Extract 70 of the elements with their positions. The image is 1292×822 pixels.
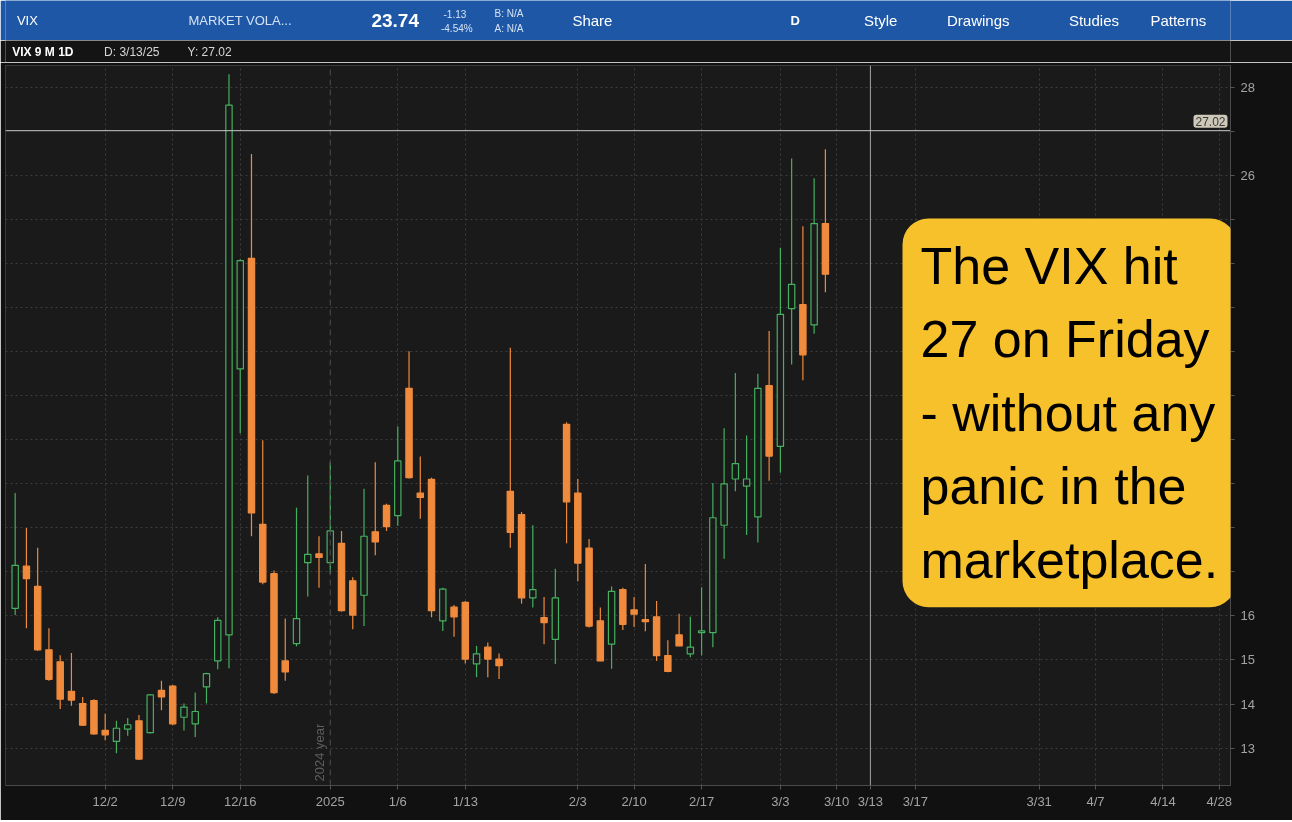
candlestick — [675, 613, 683, 647]
candlestick — [22, 527, 31, 629]
x-tick-label: 12/9 — [160, 793, 186, 809]
x-tick-label: 3/13 — [857, 793, 884, 809]
text: MARKET VOLA... — [188, 13, 292, 28]
candlestick — [315, 535, 323, 589]
x-tick-label: 1/6 — [388, 793, 407, 809]
candlestick — [742, 434, 751, 536]
candlestick — [78, 696, 87, 727]
candlestick — [157, 680, 166, 711]
annotation: The VIX hit 27 on Friday - without any panic in the marketplace. — [920, 236, 1219, 590]
x-tick-label: 4/28 — [1206, 793, 1232, 809]
text: 23.74 — [371, 10, 420, 31]
candlestick — [382, 503, 391, 532]
candlestick — [67, 652, 76, 707]
candlestick — [697, 586, 706, 657]
x-tick-label: 1/13 — [452, 793, 478, 809]
y-tick-label: 14 — [1240, 696, 1255, 712]
candlestick — [664, 639, 672, 673]
text: -4.54% — [440, 23, 473, 34]
text: B: N/A — [494, 8, 524, 19]
text: -1.13 — [443, 8, 467, 20]
text: Share — [572, 12, 613, 29]
x-tick-label: 12/16 — [223, 793, 257, 809]
text: Y: 27.02 — [187, 44, 232, 59]
x-tick-label: 3/3 — [771, 793, 790, 809]
ref-line-label: 27.02 — [1195, 114, 1226, 129]
candlestick — [112, 720, 121, 754]
candlestick — [450, 604, 458, 638]
text: Patterns — [1150, 12, 1207, 29]
candlestick — [630, 596, 638, 628]
y-tick-label: 15 — [1240, 652, 1255, 668]
candlestick — [101, 713, 109, 741]
candlestick — [472, 645, 481, 678]
y-tick-label: 13 — [1240, 740, 1255, 756]
x-tick-label: 2025 — [315, 793, 345, 809]
x-tick-label: 2/10 — [621, 793, 647, 809]
candlestick — [202, 672, 211, 705]
text: D: 3/13/25 — [104, 44, 160, 59]
candlestick — [540, 596, 548, 645]
candlestick — [484, 641, 492, 678]
chart-title: VIX 9 M 1D — [12, 44, 74, 59]
y-tick-label: 28 — [1240, 80, 1255, 96]
y-tick-label: 16 — [1240, 608, 1255, 624]
candlestick — [529, 524, 537, 609]
candlestick — [191, 691, 199, 738]
candlestick — [371, 461, 380, 556]
candlestick — [787, 157, 796, 366]
text: Style — [863, 12, 898, 29]
candlestick — [495, 652, 503, 680]
x-tick-label: 4/7 — [1086, 793, 1105, 809]
x-tick-label: 4/14 — [1150, 793, 1176, 809]
candlestick — [281, 618, 289, 682]
x-tick-label: 2/17 — [688, 793, 715, 809]
x-tick-label: 12/2 — [92, 793, 118, 809]
candlestick — [304, 474, 312, 598]
x-tick-label: 3/10 — [823, 793, 850, 809]
ref-line-label: 2024 year — [312, 723, 328, 782]
candlestick — [416, 455, 425, 520]
x-tick-label: 3/17 — [902, 793, 929, 809]
text: A: N/A — [494, 23, 524, 34]
candlestick — [180, 702, 188, 732]
x-tick-label: 3/31 — [1026, 793, 1052, 809]
y-tick-label: 26 — [1240, 168, 1255, 184]
x-tick-label: 2/3 — [568, 793, 587, 809]
text: Drawings — [947, 12, 1010, 29]
text: VIX — [16, 13, 39, 28]
candlestick — [731, 372, 740, 492]
text: Studies — [1068, 12, 1119, 29]
text: D — [790, 13, 800, 28]
